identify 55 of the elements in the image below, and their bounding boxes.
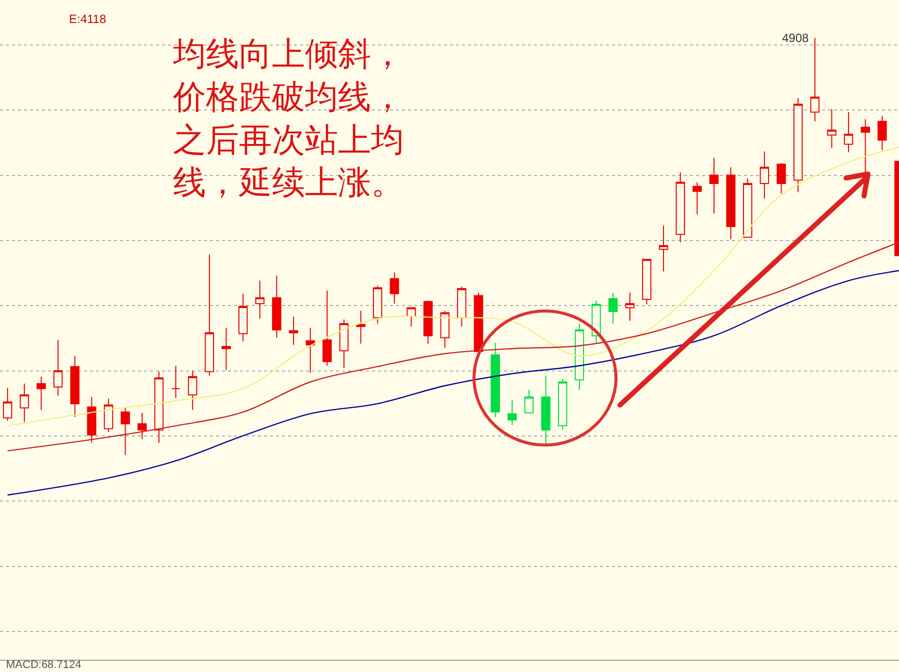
candlestick	[188, 370, 198, 410]
candlestick	[154, 371, 164, 444]
candlestick	[524, 389, 534, 414]
candlestick	[2, 387, 12, 422]
candlestick	[658, 225, 668, 272]
candlestick	[104, 398, 114, 433]
annotation: 4908	[782, 31, 810, 45]
candlestick	[87, 396, 96, 444]
candlestick	[625, 292, 635, 322]
candlestick	[692, 182, 702, 215]
candlestick	[255, 280, 264, 320]
candlestick	[878, 115, 887, 151]
candlestick	[356, 310, 366, 344]
candlestick	[760, 150, 770, 199]
candlestick	[339, 318, 349, 368]
candlestick	[306, 327, 315, 374]
candlestick	[776, 162, 786, 194]
candlestick	[70, 355, 80, 418]
candlestick	[793, 97, 803, 193]
candlestick	[810, 37, 820, 122]
candlestick	[709, 158, 719, 214]
candlestick	[676, 172, 685, 243]
candlestick	[322, 290, 332, 366]
candlestick	[288, 316, 298, 346]
candlestick	[120, 406, 130, 456]
candlestick	[440, 310, 450, 348]
candlestick	[558, 378, 568, 430]
candlestick	[574, 323, 584, 390]
candlestick	[743, 178, 752, 238]
candlestick	[36, 376, 46, 410]
candlestick	[642, 258, 652, 305]
candlestick	[844, 112, 854, 153]
candlestick	[222, 327, 231, 370]
candlestick	[608, 292, 618, 324]
candlestick	[827, 108, 836, 149]
candlestick	[204, 254, 214, 376]
candlestick	[457, 286, 466, 328]
annotation: 均线向上倾斜，价格跌破均线，之后再次站上均线，延续上涨。	[172, 34, 404, 202]
candlestick	[490, 342, 500, 418]
candlestick	[171, 365, 180, 398]
candlestick	[238, 293, 248, 342]
candlestick	[53, 339, 63, 396]
text: E:4118	[69, 12, 106, 26]
candlestick	[138, 412, 147, 440]
candlestick	[508, 399, 517, 426]
candlestick	[390, 272, 400, 304]
candlestick	[272, 275, 282, 338]
text: MACD:68.7124	[6, 659, 82, 671]
candlestick	[406, 307, 416, 328]
candlestick	[20, 383, 30, 423]
candlestick	[726, 166, 736, 240]
candlestick	[423, 300, 433, 344]
candlestick	[860, 118, 870, 175]
candlestick	[541, 375, 550, 445]
candlestick	[372, 285, 382, 324]
